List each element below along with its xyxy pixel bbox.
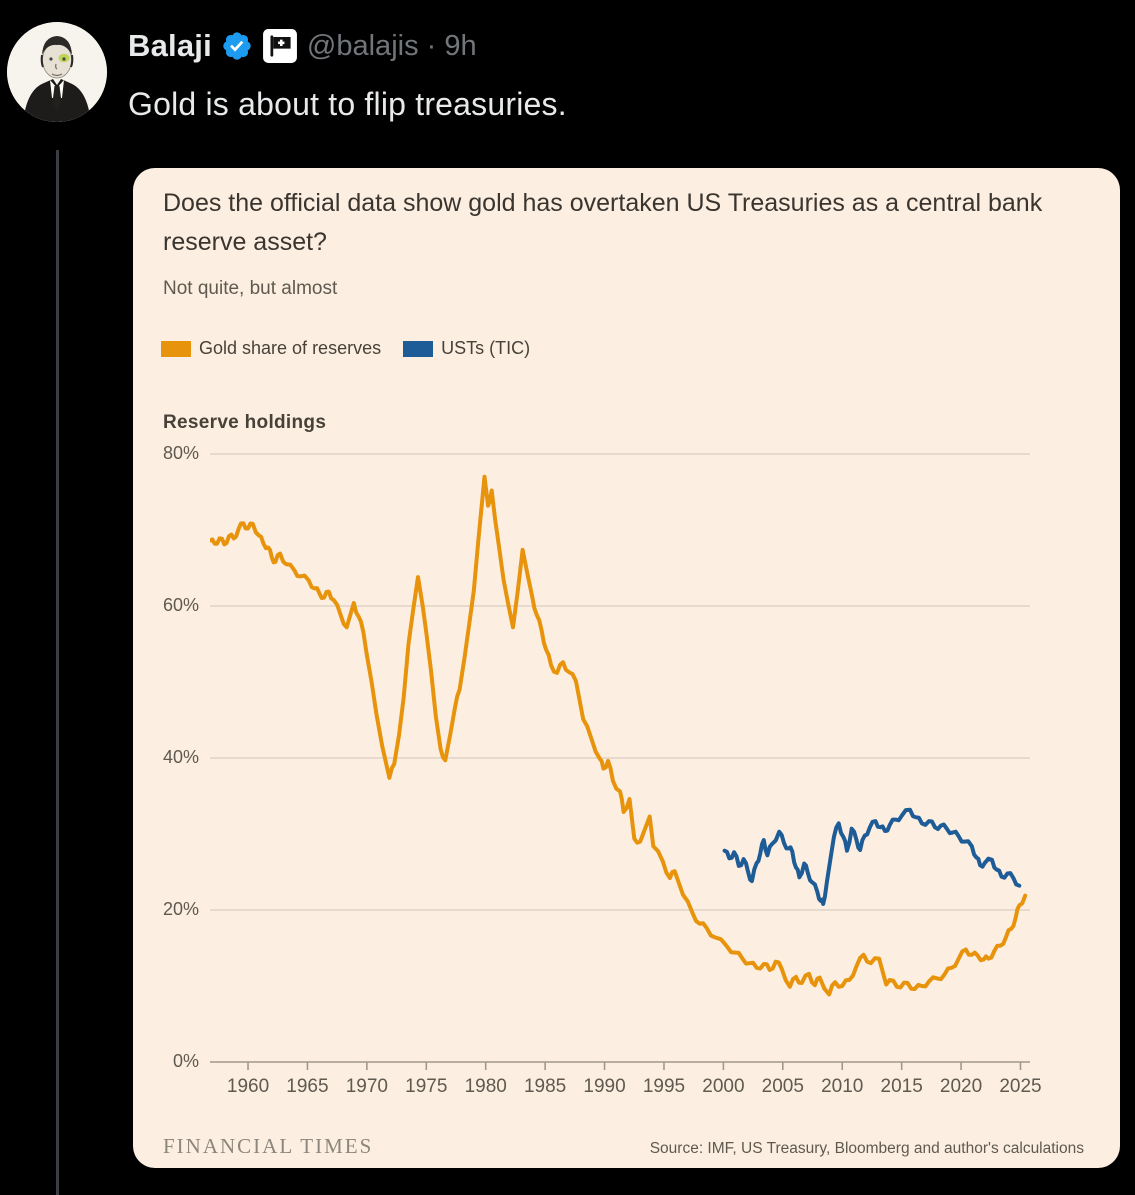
x-tick-label: 2010 — [821, 1076, 864, 1097]
chart-subtitle: Not quite, but almost — [163, 278, 338, 299]
line-chart-plot — [208, 453, 1030, 1085]
x-tick-label: 1960 — [226, 1076, 270, 1097]
x-tick-label: 1970 — [345, 1076, 388, 1097]
y-axis-title: Reserve holdings — [163, 412, 327, 433]
author-name[interactable]: Balaji — [128, 28, 212, 63]
legend-item-gold: Gold share of reserves — [161, 338, 381, 359]
usts-series-label: USTs (TIC) — [441, 338, 531, 358]
x-tick-label: 1990 — [583, 1076, 626, 1097]
x-tick-label: 2015 — [880, 1076, 923, 1097]
verified-badge-icon — [223, 32, 251, 60]
x-tick-label: 2000 — [702, 1076, 745, 1097]
gold-series-label: Gold share of reserves — [199, 338, 382, 358]
x-tick-label: 1995 — [642, 1076, 686, 1097]
x-tick-label: 1975 — [405, 1076, 448, 1097]
y-tick-label: 60% — [162, 595, 199, 615]
avatar[interactable] — [7, 22, 107, 122]
y-tick-label: 40% — [162, 747, 199, 767]
source-note: Source: IMF, US Treasury, Bloomberg and … — [649, 1140, 1084, 1157]
chart-card-image[interactable]: Does the official data show gold has ove… — [133, 168, 1120, 1168]
legend-item-usts: USTs (TIC) — [403, 338, 530, 359]
tweet-header: Balaji @balajis · 9h — [128, 28, 477, 64]
y-tick-label: 0% — [172, 1051, 199, 1071]
x-tick-label: 1985 — [523, 1076, 567, 1097]
affiliate-flag-badge-icon — [262, 29, 297, 63]
x-tick-label: 2005 — [761, 1076, 804, 1097]
chart-title: Does the official data show gold has ove… — [163, 189, 1043, 256]
avatar-sketch — [7, 22, 107, 122]
usts-series-swatch — [403, 340, 434, 357]
gold-series-swatch — [161, 340, 191, 357]
x-tick-label: 1965 — [286, 1076, 329, 1097]
x-tick-label: 1980 — [464, 1076, 507, 1097]
financial-times-logo: FINANCIAL TIMES — [163, 1134, 374, 1158]
author-handle-and-time[interactable]: @balajis · 9h — [306, 29, 477, 62]
x-tick-label: 2020 — [939, 1076, 983, 1097]
x-tick-label: 2025 — [999, 1076, 1042, 1097]
tweet-text: Gold is about to flip treasuries. — [128, 86, 567, 122]
y-tick-label: 20% — [162, 899, 199, 919]
chart-legend: Gold share of reserves USTs (TIC) — [161, 338, 530, 359]
thread-connector-line — [56, 150, 59, 1195]
y-tick-label: 80% — [162, 443, 199, 463]
